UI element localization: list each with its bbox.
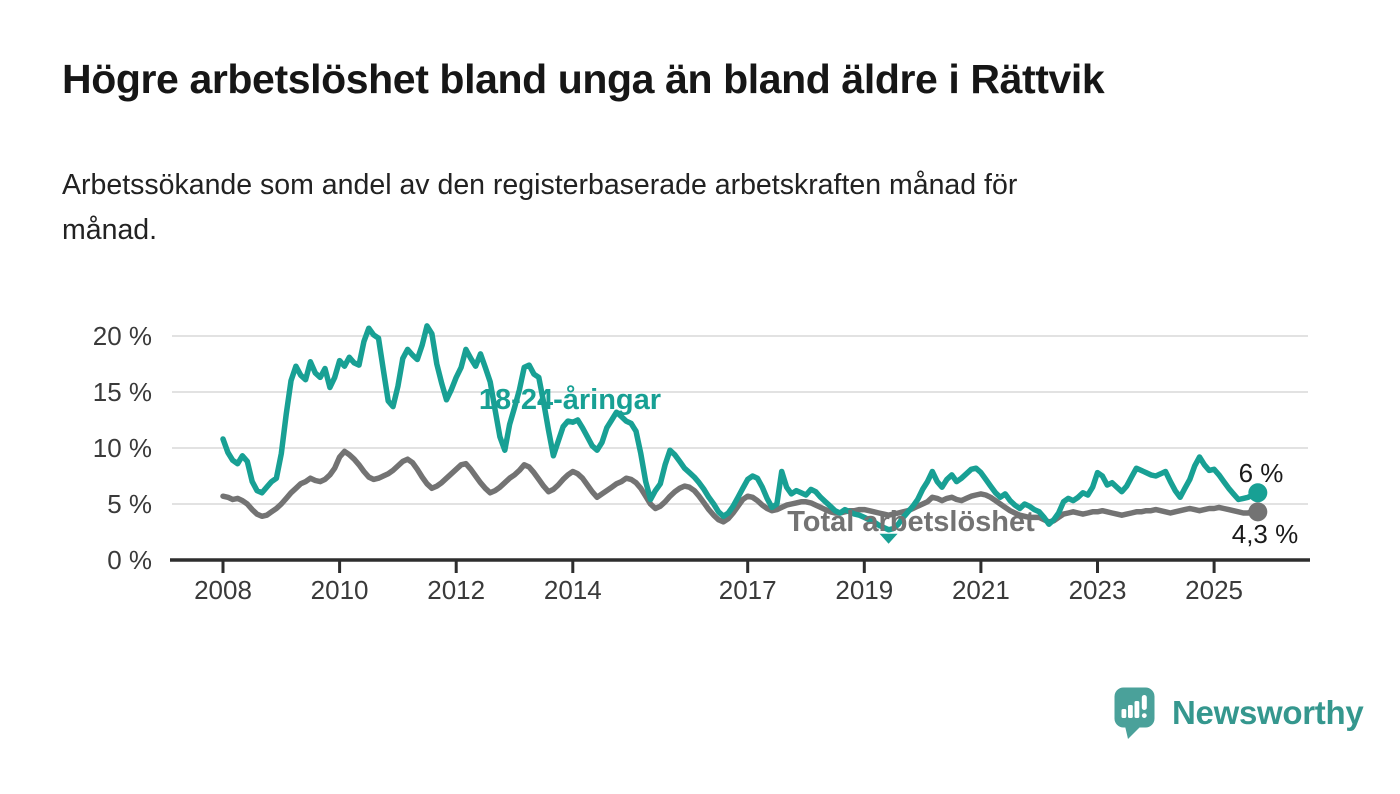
y-axis-tick-label: 0 % — [107, 545, 152, 575]
speech-bubble-chart-icon — [1114, 687, 1155, 739]
series-line-total — [220, 448, 1261, 525]
x-axis-tick-label: 2023 — [1069, 575, 1127, 605]
end-value-label-young: 6 % — [1239, 458, 1284, 488]
dip-marker-icon — [879, 533, 898, 544]
series-label-young: 18-24-åringar — [479, 384, 661, 416]
y-axis-tick-label: 10 % — [93, 433, 152, 463]
page-subtitle: Arbetssökande som andel av den registerb… — [62, 163, 1017, 253]
y-axis-tick-label: 20 % — [93, 321, 152, 351]
x-axis-tick-label: 2019 — [835, 575, 893, 605]
x-axis-tick-label: 2008 — [194, 575, 252, 605]
x-axis-tick-label: 2010 — [311, 575, 369, 605]
x-axis-tick-label: 2025 — [1185, 575, 1243, 605]
x-axis-tick-label: 2012 — [427, 575, 485, 605]
subtitle-line-2: månad. — [62, 214, 158, 246]
subtitle-line-1: Arbetssökande som andel av den registerb… — [62, 169, 1018, 201]
series-label-total: Total arbetslöshet — [787, 506, 1035, 538]
y-axis-tick-label: 15 % — [93, 377, 152, 407]
x-axis-tick-label: 2014 — [544, 575, 602, 605]
end-value-label-total: 4,3 % — [1232, 519, 1299, 549]
x-axis-tick-label: 2021 — [952, 575, 1010, 605]
end-dot-total — [1248, 502, 1268, 522]
y-axis-tick-label: 5 % — [107, 489, 152, 519]
series-line-young — [220, 323, 1261, 533]
newsworthy-logo: Newsworthy — [1113, 686, 1364, 740]
chart-label-layer: 18-24-åringar Total arbetslöshet 6 % 4,3… — [479, 384, 1298, 549]
page-title: Högre arbetslöshet bland unga än bland ä… — [62, 56, 1105, 102]
x-axis-tick-label: 2017 — [719, 575, 777, 605]
end-dot-young — [1248, 483, 1268, 503]
brand-wordmark: Newsworthy — [1172, 694, 1364, 731]
chart-plot-layer: 0 % 5 % 10 % 15 % 20 % 2008 2010 2012 2014 2017 20… — [93, 321, 1310, 605]
